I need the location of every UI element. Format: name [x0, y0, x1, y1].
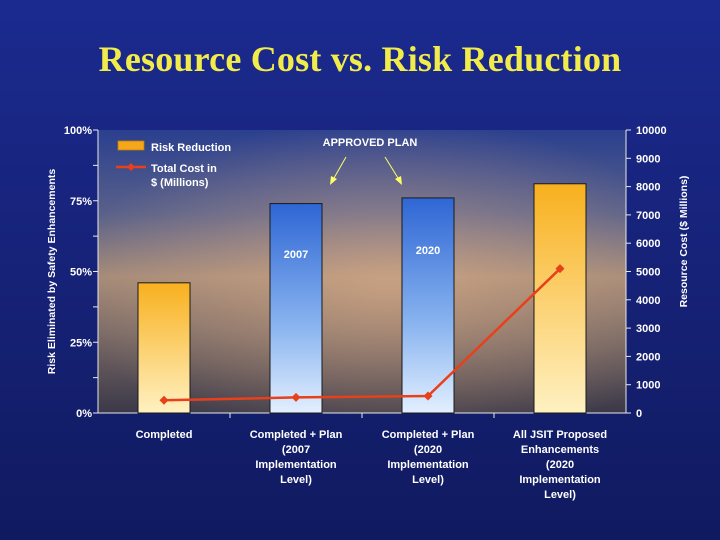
right-tick-label: 3000 [636, 323, 660, 335]
right-tick-label: 5000 [636, 267, 660, 279]
cost-marker [555, 264, 565, 274]
legend-bar-label: Risk Reduction [151, 142, 231, 154]
right-tick-label: 8000 [636, 182, 660, 194]
bar-label: 2020 [416, 245, 440, 257]
bar-3 [401, 197, 455, 414]
bar-2 [269, 203, 323, 414]
annotation-arrow-left [333, 156, 347, 179]
x-category-label: Completed [136, 429, 193, 441]
left-tick-label: 75% [70, 196, 92, 208]
right-tick-label: 2000 [636, 351, 660, 363]
left-tick-label: 50% [70, 267, 92, 279]
right-tick-label: 6000 [636, 238, 660, 250]
y-axis-title: Risk Eliminated by Safety Enhancements [46, 169, 58, 375]
x-category-label: Implementation [519, 474, 601, 486]
left-tick-label: 0% [76, 408, 92, 420]
slide-title: Resource Cost vs. Risk Reduction [98, 39, 622, 79]
x-category-label: (2020 [414, 444, 442, 456]
x-category-label: Implementation [255, 459, 337, 471]
x-category-label: Completed + Plan [250, 429, 343, 441]
right-tick-label: 1000 [636, 380, 660, 392]
x-category-label: Level) [412, 474, 444, 486]
bar-4 [533, 183, 587, 414]
cost-marker [423, 391, 433, 401]
approved-plan-annotation: APPROVED PLAN [323, 137, 418, 149]
bar-1 [137, 282, 191, 414]
right-tick-label: 4000 [636, 295, 660, 307]
x-category-label: Completed + Plan [382, 429, 475, 441]
cost-marker [159, 395, 169, 405]
cost-line [163, 267, 561, 402]
legend-line-label: Total Cost in [151, 163, 217, 175]
x-category-label: Level) [280, 474, 312, 486]
x-category-label: Enhancements [521, 444, 599, 456]
right-tick-label: 10000 [636, 125, 667, 137]
cost-marker [291, 392, 301, 402]
x-category-label: (2007 [282, 444, 310, 456]
x-category-label: Implementation [387, 459, 469, 471]
annotation-arrow-right [384, 156, 399, 179]
right-tick-label: 0 [636, 408, 642, 420]
right-tick-label: 7000 [636, 210, 660, 222]
annotation-arrowhead-left [330, 176, 337, 185]
x-category-label: (2020 [546, 459, 574, 471]
left-tick-label: 100% [64, 125, 92, 137]
left-tick-label: 25% [70, 337, 92, 349]
legend-line-marker [127, 163, 135, 171]
y2-axis-title: Resource Cost ($ Millions) [678, 176, 690, 308]
x-category-label: All JSIT Proposed [513, 429, 607, 441]
legend-bar-swatch [117, 140, 145, 151]
legend-line-label: $ (Millions) [151, 177, 209, 189]
bar-label: 2007 [284, 249, 308, 261]
annotation-arrowhead-right [395, 176, 402, 185]
x-category-label: Level) [544, 489, 576, 501]
right-tick-label: 9000 [636, 153, 660, 165]
